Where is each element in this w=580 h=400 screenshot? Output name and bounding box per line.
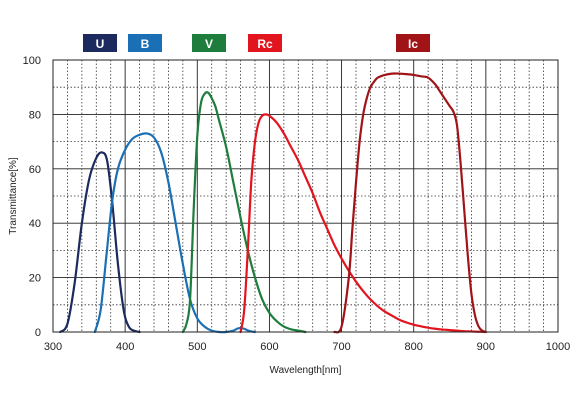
y-tick-label: 0	[35, 327, 41, 339]
legend-swatch	[128, 34, 162, 52]
x-tick-label: 900	[477, 341, 495, 353]
legend-swatch	[248, 34, 282, 52]
y-tick-label: 80	[29, 109, 41, 121]
legend-swatch	[396, 34, 430, 52]
x-tick-label: 700	[332, 341, 350, 353]
y-tick-label: 40	[29, 218, 41, 230]
legend-label: Rc	[257, 37, 273, 51]
legend-swatch	[192, 34, 226, 52]
y-tick-label: 20	[29, 273, 41, 285]
x-tick-label: 300	[44, 341, 62, 353]
legend-item-v: V	[192, 34, 226, 52]
legend-swatch	[83, 34, 117, 52]
x-tick-label: 400	[116, 341, 134, 353]
legend: U B V Rc Ic	[83, 34, 430, 52]
tick-labels: 300 400 500 600 700 800 900 1000 0 20 40 60 80 100	[23, 55, 571, 353]
legend-item-rc: Rc	[248, 34, 282, 52]
legend-label: U	[96, 37, 105, 51]
legend-item-u: U	[83, 34, 117, 52]
y-tick-label: 100	[23, 55, 41, 67]
legend-item-ic: Ic	[396, 34, 430, 52]
legend-label: Ic	[408, 37, 418, 51]
legend-item-b: B	[128, 34, 162, 52]
plot-frame	[52, 59, 559, 333]
x-tick-label: 800	[405, 341, 423, 353]
series-line-v	[181, 91, 307, 334]
series-lines	[59, 72, 487, 334]
legend-label: B	[141, 37, 150, 51]
y-tick-label: 60	[29, 164, 41, 176]
series-line-u	[59, 151, 141, 334]
x-axis-title: Wavelength[nm]	[270, 365, 342, 376]
x-tick-label: 500	[188, 341, 206, 353]
series-line-ic	[333, 72, 487, 334]
series-line-b	[93, 132, 257, 334]
x-tick-label: 600	[260, 341, 278, 353]
x-tick-label: 1000	[546, 341, 570, 353]
legend-label: V	[205, 37, 213, 51]
y-axis-title: Transmittance[%]	[8, 157, 19, 235]
plot-border	[52, 59, 559, 333]
grid	[53, 60, 558, 332]
